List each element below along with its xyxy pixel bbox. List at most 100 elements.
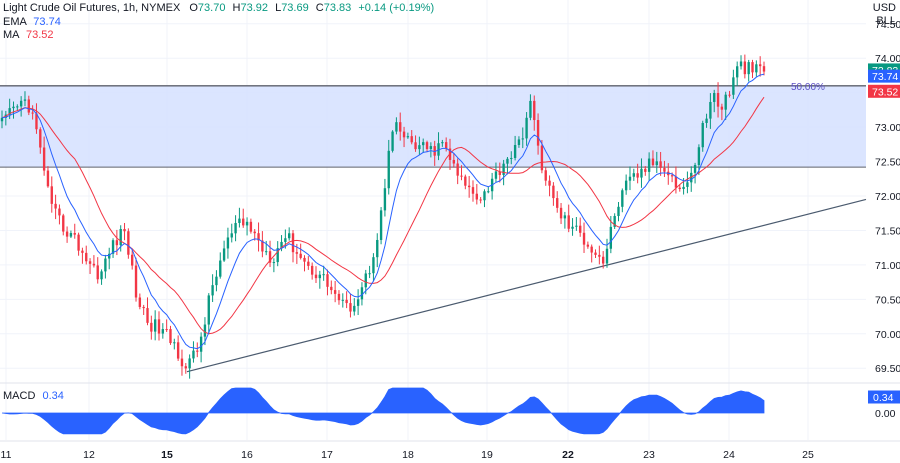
candle-body bbox=[88, 261, 92, 264]
candle-body bbox=[161, 329, 165, 334]
candle-body bbox=[483, 191, 486, 201]
candle-body bbox=[498, 171, 501, 175]
ma-price-badge-bg bbox=[868, 84, 900, 98]
candle-body bbox=[333, 290, 337, 294]
time-tick-label: 16 bbox=[241, 449, 253, 461]
candle-body bbox=[173, 342, 176, 344]
candle-body bbox=[609, 226, 613, 249]
candle-body bbox=[284, 238, 287, 242]
candle-body bbox=[471, 187, 475, 194]
candle-body bbox=[211, 285, 214, 296]
candle-body bbox=[410, 136, 413, 143]
open-label: O bbox=[189, 2, 198, 14]
time-tick-label: 18 bbox=[402, 449, 414, 461]
candle-body bbox=[521, 138, 524, 140]
candle-body bbox=[92, 263, 96, 266]
ma-legend[interactable]: MA 73.52 bbox=[3, 29, 54, 42]
candle-body bbox=[758, 64, 762, 67]
candle-body bbox=[467, 185, 471, 188]
candle-body bbox=[372, 257, 375, 274]
candle-body bbox=[69, 233, 73, 237]
candle-body bbox=[579, 225, 582, 233]
ohlc-legend: Light Crude Oil Futures, 1h, NYMEX O73.7… bbox=[3, 2, 434, 15]
candle-body bbox=[406, 136, 410, 138]
candle-body bbox=[479, 199, 482, 201]
change-value: +0.14 (+0.19%) bbox=[358, 2, 435, 14]
candle-body bbox=[12, 106, 15, 109]
candle-body bbox=[636, 173, 639, 178]
candle-body bbox=[552, 185, 555, 199]
price-tick-label: 70.50 bbox=[875, 294, 900, 306]
ma-label: MA bbox=[3, 29, 19, 41]
candle-body bbox=[724, 94, 727, 110]
candle-body bbox=[399, 122, 402, 132]
candle-body bbox=[242, 218, 245, 226]
candle-body bbox=[751, 62, 754, 73]
candle-body bbox=[85, 252, 88, 262]
candle-body bbox=[655, 161, 658, 166]
candle-body bbox=[299, 253, 302, 258]
candle-body bbox=[127, 231, 130, 255]
candle-body bbox=[234, 222, 237, 234]
candle-body bbox=[77, 234, 80, 251]
candle-body bbox=[307, 261, 310, 266]
candle-body bbox=[563, 215, 567, 219]
time-tick-label: 22 bbox=[562, 449, 574, 461]
candle-body bbox=[303, 257, 306, 262]
close-label: C bbox=[315, 2, 324, 14]
candle-body bbox=[111, 240, 115, 254]
candle-body bbox=[54, 203, 57, 209]
candle-body bbox=[35, 113, 38, 130]
candle-body bbox=[659, 161, 662, 168]
candle-body bbox=[590, 246, 593, 253]
ema-legend[interactable]: EMA 73.74 bbox=[3, 16, 61, 29]
ema-price-badge: 73.74 bbox=[872, 71, 898, 83]
candle-body bbox=[697, 147, 701, 165]
candle-body bbox=[318, 274, 322, 279]
high-label: H bbox=[232, 2, 241, 14]
candle-body bbox=[621, 190, 624, 207]
candle-body bbox=[559, 207, 563, 219]
candle-body bbox=[605, 248, 609, 264]
candle-body bbox=[23, 99, 27, 101]
ma-price-badge: 73.52 bbox=[872, 86, 898, 98]
candle-body bbox=[705, 118, 708, 123]
candle-body bbox=[230, 233, 233, 238]
candle-body bbox=[165, 329, 168, 331]
low-label: L bbox=[275, 2, 282, 14]
candle-body bbox=[314, 274, 318, 279]
candle-body bbox=[295, 252, 299, 254]
symbol-title[interactable]: Light Crude Oil Futures, 1h, NYMEX bbox=[3, 2, 181, 14]
price-axis[interactable]: 74.5074.0073.5073.0072.5072.0071.5071.00… bbox=[875, 19, 900, 420]
candle-body bbox=[425, 142, 429, 150]
price-tick-label: 70.00 bbox=[875, 329, 900, 341]
macd-badge: 0.34 bbox=[873, 392, 894, 404]
price-tick-label: 73.00 bbox=[875, 122, 900, 134]
ascending-trendline[interactable] bbox=[186, 198, 867, 373]
price-tick-label: 74.00 bbox=[875, 53, 900, 65]
candle-body bbox=[736, 66, 739, 78]
candle-body bbox=[196, 350, 199, 352]
candle-body bbox=[414, 142, 417, 150]
candle-body bbox=[747, 62, 750, 75]
ema-price-badge-bg bbox=[868, 69, 900, 83]
candle-body bbox=[429, 146, 433, 150]
price-tick-label: 72.50 bbox=[875, 157, 900, 169]
time-tick-label: 17 bbox=[321, 449, 333, 461]
candle-body bbox=[674, 176, 678, 188]
candle-body bbox=[475, 193, 479, 200]
candle-body bbox=[529, 100, 532, 118]
low-value: 73.69 bbox=[281, 2, 309, 14]
candle-body bbox=[46, 170, 50, 187]
candle-body bbox=[73, 233, 76, 235]
time-axis[interactable]: 11 12 15 16 17 18 19 22 23 24 25 bbox=[0, 440, 900, 461]
candlestick-series bbox=[0, 54, 766, 379]
candle-body bbox=[261, 240, 264, 252]
candle-body bbox=[349, 303, 352, 312]
macd-legend[interactable]: MACD 0.34 bbox=[3, 390, 64, 403]
candle-body bbox=[624, 180, 628, 191]
candle-body bbox=[360, 287, 364, 300]
candle-body bbox=[119, 228, 122, 246]
candle-body bbox=[131, 254, 134, 266]
